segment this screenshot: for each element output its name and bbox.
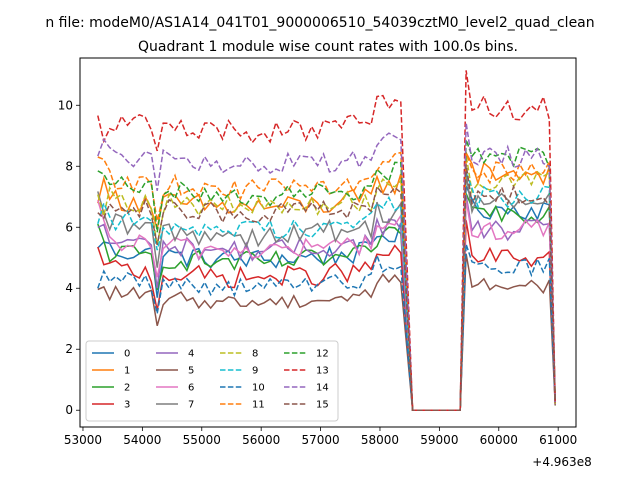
x-tick-label: 55000	[183, 433, 221, 447]
legend-label-4: 4	[188, 349, 194, 360]
x-tick-label: 61000	[539, 433, 577, 447]
series-line-15	[97, 164, 556, 411]
plot-area	[79, 57, 577, 428]
legend-label-0: 0	[124, 349, 130, 360]
y-tick-label: 2	[65, 342, 73, 356]
axes-title: Quadrant 1 module wise count rates with …	[138, 39, 518, 55]
x-offset-label: +4.963e8	[532, 455, 591, 469]
y-tick-label: 6	[65, 220, 73, 234]
legend-label-3: 3	[124, 400, 130, 411]
series-line-5	[97, 253, 556, 411]
x-tick-label: 56000	[242, 433, 280, 447]
series-line-12	[97, 139, 556, 411]
legend-label-8: 8	[252, 349, 258, 360]
y-axis: 0 2 4 6 8 10	[58, 98, 80, 417]
legend-label-15: 15	[316, 400, 329, 411]
x-tick-label: 58000	[361, 433, 399, 447]
y-tick-label: 4	[65, 281, 73, 295]
legend-label-7: 7	[188, 400, 194, 411]
x-tick-label: 57000	[301, 433, 339, 447]
series-line-9	[97, 172, 556, 411]
legend-label-11: 11	[252, 400, 265, 411]
legend-label-1: 1	[124, 366, 130, 377]
legend-label-10: 10	[252, 383, 265, 394]
y-tick-label: 8	[65, 159, 73, 173]
series-layer	[97, 70, 556, 411]
x-axis: 53000 54000 55000 56000 57000 58000 59000 60000…	[64, 427, 577, 447]
legend-label-12: 12	[316, 349, 329, 360]
x-tick-label: 53000	[64, 433, 102, 447]
series-line-0	[97, 185, 556, 411]
legend-label-13: 13	[316, 366, 329, 377]
x-tick-label: 54000	[123, 433, 161, 447]
legend-frame	[85, 340, 339, 422]
legend-label-9: 9	[252, 366, 258, 377]
series-line-1	[97, 149, 556, 411]
figure-suptitle: n file: modeM0/AS1A14_041T01_9000006510_…	[45, 15, 594, 31]
x-tick-label: 60000	[480, 433, 518, 447]
axes-frame	[79, 57, 577, 428]
series-line-2	[97, 193, 556, 411]
series-line-10	[97, 243, 556, 411]
series-line-3	[97, 220, 556, 411]
legend-label-2: 2	[124, 383, 130, 394]
x-tick-label: 59000	[420, 433, 458, 447]
legend-label-14: 14	[316, 383, 329, 394]
series-line-7	[97, 173, 556, 411]
series-line-6	[97, 199, 556, 411]
legend-label-5: 5	[188, 366, 194, 377]
legend-label-6: 6	[188, 383, 194, 394]
y-tick-label: 10	[58, 98, 73, 112]
y-tick-label: 0	[65, 403, 73, 417]
series-line-13	[97, 70, 556, 411]
